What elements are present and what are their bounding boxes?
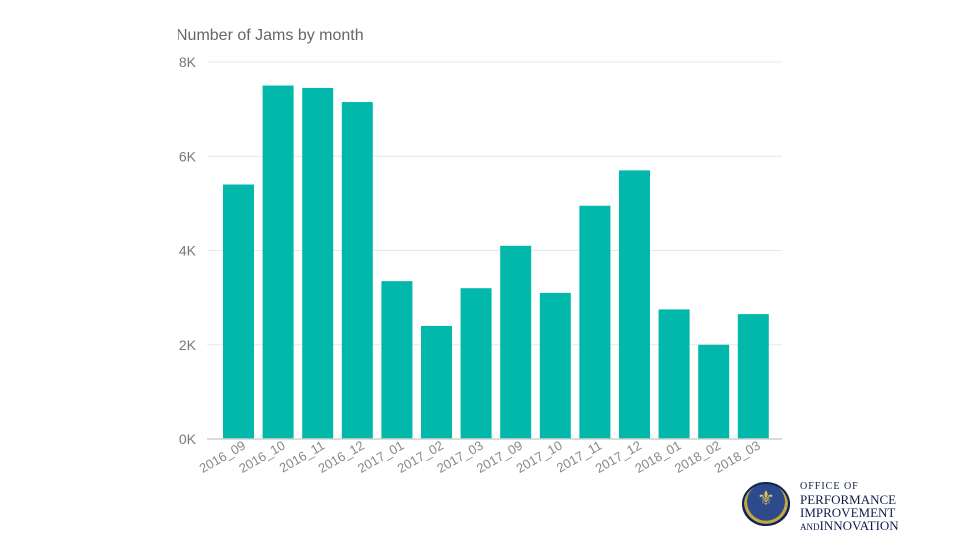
bar-2017_10[interactable]: [539, 292, 571, 439]
bar-2017_09[interactable]: [500, 245, 532, 439]
bar-2018_03[interactable]: [737, 314, 769, 439]
logo-line-office-of: OFFICE OF: [800, 481, 859, 492]
bar-2016_10[interactable]: [262, 85, 294, 439]
y-tick-label: 6K: [179, 148, 197, 164]
logo-and: AND: [800, 522, 820, 532]
chart-title: Number of Jams by month: [176, 27, 364, 44]
y-tick-label: 4K: [179, 243, 197, 259]
bar-2016_12[interactable]: [341, 102, 373, 440]
office-logo: ⚜ OFFICE OF PERFORMANCE IMPROVEMENT ANDI…: [742, 480, 952, 532]
x-tick-label: 2018_03: [711, 438, 762, 476]
bar-2017_01[interactable]: [381, 281, 413, 439]
y-tick-label: 8K: [179, 54, 197, 70]
bar-2017_11[interactable]: [579, 205, 611, 439]
bar-2017_12[interactable]: [619, 170, 650, 439]
bar-2017_03[interactable]: [460, 288, 492, 439]
bar-2018_02[interactable]: [698, 344, 730, 439]
bar-2017_02[interactable]: [421, 325, 452, 439]
y-tick-label: 2K: [179, 337, 197, 353]
x-tick-label: 2017_10: [513, 438, 564, 476]
logo-line-improvement: IMPROVEMENT: [800, 505, 896, 520]
parish-seal-icon: ⚜: [742, 482, 790, 526]
x-tick-label: 2016_10: [236, 438, 287, 476]
y-tick-label: 0K: [179, 431, 197, 447]
logo-line-performance: PERFORMANCE: [800, 492, 897, 507]
bar-2016_09[interactable]: [223, 184, 254, 439]
logo-wordmark: OFFICE OF PERFORMANCE IMPROVEMENT ANDINN…: [800, 480, 952, 534]
bar-2018_01[interactable]: [658, 309, 690, 439]
bar-2016_11[interactable]: [302, 87, 334, 439]
logo-line-innovation: ANDINNOVATION: [800, 519, 952, 534]
logo-innovation: INNOVATION: [819, 518, 899, 533]
